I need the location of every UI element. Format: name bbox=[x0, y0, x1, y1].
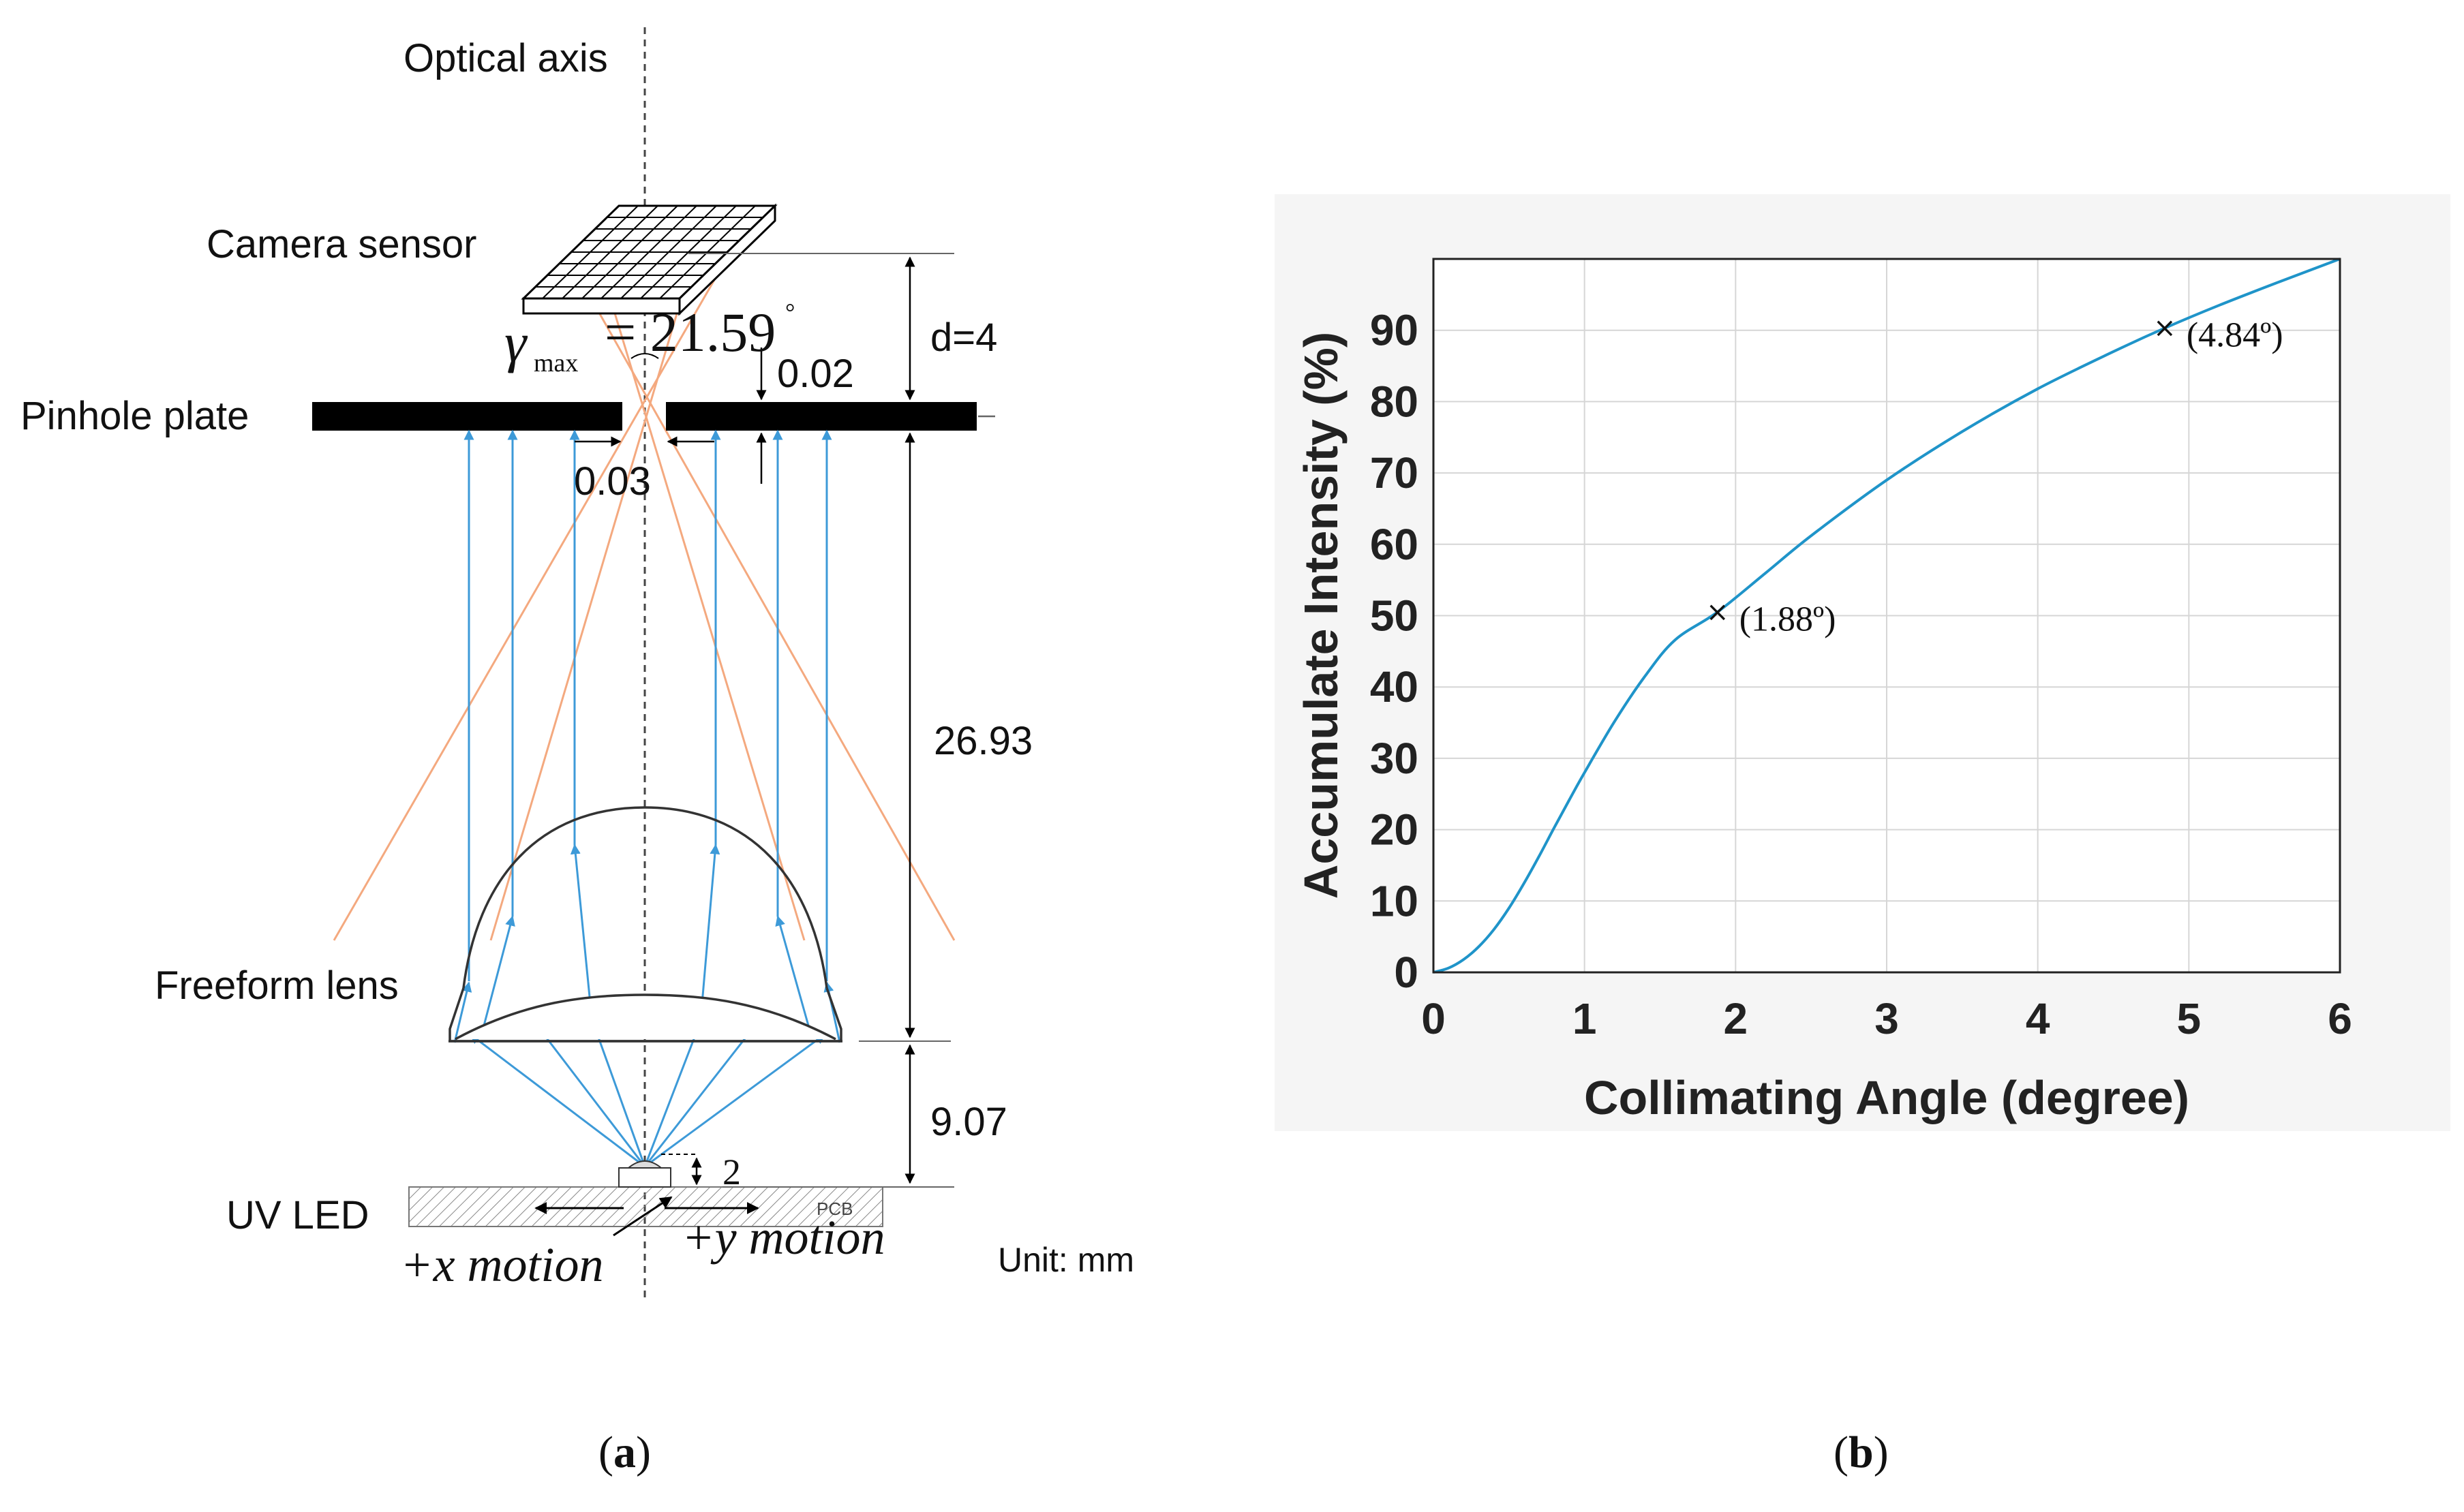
chart-ylabel: Accumulate Intensity (%) bbox=[1294, 332, 1348, 899]
dim-d-label: d=4 bbox=[930, 315, 997, 360]
gamma-degree: ° bbox=[785, 298, 795, 326]
chart-xlabel: Collimating Angle (degree) bbox=[1584, 1071, 2189, 1124]
pcb-board bbox=[408, 1186, 883, 1227]
freeform-lens-label: Freeform lens bbox=[155, 963, 399, 1008]
x-tick-label: 4 bbox=[2026, 994, 2050, 1043]
caption-b: (b) bbox=[1834, 1428, 1889, 1477]
chart-axes-box bbox=[1432, 258, 2341, 974]
camera-sensor-label: Camera sensor bbox=[207, 222, 476, 266]
x-motion-label: +x motion bbox=[400, 1237, 604, 1292]
unit-label: Unit: mm bbox=[998, 1241, 1134, 1279]
optical-axis-label: Optical axis bbox=[404, 36, 608, 80]
dim-pinhole-width-label: 0.03 bbox=[574, 459, 651, 504]
x-tick-label: 1 bbox=[1572, 994, 1597, 1043]
pcb-label: PCB bbox=[817, 1199, 853, 1219]
chart-series-group bbox=[1433, 258, 2341, 974]
lens-internal-rays bbox=[453, 844, 841, 1043]
y-tick-label: 10 bbox=[1370, 876, 1418, 925]
pinhole-plate-label: Pinhole plate bbox=[20, 394, 249, 438]
pinhole-plate-right bbox=[666, 402, 977, 431]
annotation-label: (1.88º) bbox=[1739, 600, 1836, 638]
optical-diagram: PCB bbox=[20, 27, 1134, 1477]
y-tick-label: 80 bbox=[1370, 377, 1418, 426]
x-tick-label: 3 bbox=[1874, 994, 1899, 1043]
uv-led-package bbox=[618, 1160, 671, 1188]
camera-sensor-grid bbox=[521, 203, 778, 316]
gamma-symbol: γ bbox=[504, 311, 528, 373]
pinhole-plate-left bbox=[312, 402, 622, 431]
chart-gridlines bbox=[1433, 259, 2341, 973]
freeform-lens bbox=[448, 806, 842, 1043]
dimension-lines bbox=[575, 253, 995, 1188]
gamma-subscript: max bbox=[534, 349, 578, 377]
uv-led-label: UV LED bbox=[226, 1193, 369, 1237]
x-tick-label: 5 bbox=[2177, 994, 2202, 1043]
y-tick-label: 70 bbox=[1370, 448, 1418, 497]
y-tick-label: 60 bbox=[1370, 520, 1418, 569]
orange-rays bbox=[333, 265, 956, 941]
dim-led-to-lens-label: 9.07 bbox=[930, 1100, 1007, 1144]
y-tick-label: 20 bbox=[1370, 805, 1418, 854]
collimated-rays bbox=[463, 429, 832, 981]
x-tick-label: 6 bbox=[2328, 994, 2352, 1043]
y-tick-label: 50 bbox=[1370, 591, 1418, 641]
series-line bbox=[1433, 258, 2341, 974]
dim-plate-thickness-label: 0.02 bbox=[777, 352, 854, 396]
y-motion-label: +y motion bbox=[682, 1210, 885, 1265]
dim-lens-to-plate-label: 26.93 bbox=[934, 719, 1033, 763]
caption-a: (a) bbox=[598, 1428, 651, 1477]
y-tick-label: 0 bbox=[1394, 948, 1418, 997]
annotation-marker: × bbox=[1706, 596, 1729, 628]
x-tick-label: 2 bbox=[1724, 994, 1748, 1043]
dim-led-height-label: 2 bbox=[723, 1152, 741, 1192]
annotation-marker: × bbox=[2153, 313, 2176, 344]
y-tick-label: 90 bbox=[1370, 306, 1418, 355]
gamma-value: = 21.59 bbox=[605, 301, 776, 363]
gamma-angle-arc bbox=[630, 353, 659, 359]
annotation-label: (4.84º) bbox=[2187, 316, 2283, 355]
y-tick-label: 40 bbox=[1370, 662, 1418, 711]
x-tick-label: 0 bbox=[1421, 994, 1446, 1043]
y-tick-label: 30 bbox=[1370, 734, 1418, 783]
chart-annotations: × (1.88º) × (4.84º) bbox=[1706, 313, 2283, 639]
motion-arrows bbox=[534, 1196, 759, 1237]
